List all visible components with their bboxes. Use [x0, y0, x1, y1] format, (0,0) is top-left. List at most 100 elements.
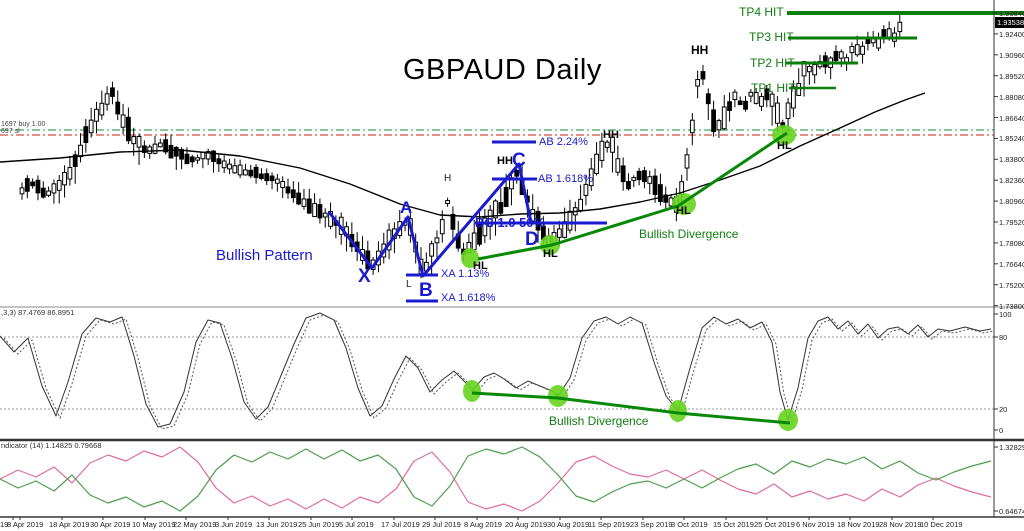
candle-body [88, 119, 94, 134]
candle-body [445, 200, 451, 205]
xabcd-zigzag [327, 162, 533, 278]
candle-body [822, 55, 828, 68]
candle-body [695, 79, 701, 87]
candle-body [51, 183, 57, 194]
date-axis-label: 29 Jul 2019 [422, 520, 461, 529]
candle-body [450, 213, 456, 230]
candle-body [588, 168, 594, 187]
candle-body [232, 165, 238, 174]
hh-label-1: HH [497, 155, 513, 167]
main-trendline [477, 131, 788, 261]
axis-label: 80 [999, 333, 1008, 342]
candle-body [838, 51, 844, 59]
candle-body [764, 88, 770, 101]
candle-body [152, 143, 158, 154]
candle-body [72, 154, 78, 167]
candle-body [498, 201, 504, 214]
indicator2-lines [0, 446, 992, 512]
candle-body [56, 180, 62, 191]
candle-body [753, 92, 759, 104]
date-axis-label: 15 Oct 2019 [713, 520, 754, 529]
candle-body [195, 157, 200, 161]
l-label: L [406, 279, 412, 290]
candle-body [604, 141, 610, 148]
date-axis-label: 13 Jun 2019 [256, 520, 298, 529]
price-axis-label: 1.80960 [999, 197, 1024, 207]
stochastic-level-lines [0, 336, 994, 410]
candle-body [62, 171, 67, 186]
candle-body [429, 243, 435, 257]
candle-body [94, 108, 99, 122]
candle-body [173, 146, 179, 157]
order-buy-label: 1697 buy 1.00 [1, 121, 46, 128]
candle-body [83, 126, 89, 144]
stoch-divergence-line [471, 391, 791, 425]
candle-body [721, 106, 727, 130]
date-axis-label: 18 Apr 2019 [49, 520, 90, 529]
price-axis-label: 1.75200 [999, 280, 1024, 290]
price-axis-label: 1.76640 [999, 259, 1024, 269]
stoch-signal-line [3, 314, 994, 430]
candle-body [99, 102, 105, 116]
candle-body [652, 175, 658, 195]
candle-body [854, 44, 860, 56]
date-axis-label: 17 Jul 2019 [381, 520, 420, 529]
candle-body [120, 114, 126, 128]
stochastic-lines [0, 312, 994, 430]
candle-body [567, 210, 573, 231]
tp3-hit-label: TP3 HIT [749, 30, 794, 44]
candle-body [216, 158, 222, 165]
date-axis-label: 19 [0, 520, 9, 529]
bullish-divergence-stoch-label: Bullish Divergence [549, 414, 649, 428]
fib-xa-1618-label: XA 1.618% [441, 292, 496, 304]
candle-body [711, 109, 717, 133]
stochastic-pane-label: ,3,3) 87.4769 86.8951 [1, 308, 75, 317]
hl-label-3: HL [676, 205, 691, 217]
candle-body [110, 87, 115, 97]
indicator-green-line [0, 446, 992, 512]
fib-ab-224-label: AB 2.24% [539, 136, 588, 148]
candle-body [876, 38, 881, 49]
candle-body [860, 45, 865, 55]
price-axis-label: 1.86640 [999, 113, 1024, 123]
fib-level-segments [406, 140, 537, 303]
ma-line [0, 92, 926, 218]
fib-xa-113-label: XA 1.13% [441, 268, 490, 280]
tp4-hit-label: TP4 HIT [739, 5, 784, 19]
candle-body [599, 140, 605, 161]
candle-body [636, 170, 642, 181]
axis-label: 0.64674 [999, 507, 1024, 516]
candle-body [705, 93, 711, 105]
price-axis-label: 1.88080 [999, 92, 1024, 102]
candle-body [626, 181, 631, 190]
candle-body [642, 170, 647, 183]
chart-title: GBPAUD Daily [403, 54, 602, 86]
candle-body [189, 156, 195, 163]
candle-body [227, 163, 232, 170]
date-axis-label: 23 Sep 2019 [630, 520, 673, 529]
indicator-pink-line [0, 446, 992, 512]
candle-body [157, 142, 163, 148]
candle-body [785, 102, 791, 120]
moving-average-line [0, 92, 926, 218]
candle-body [578, 198, 584, 212]
candle-body [312, 203, 318, 218]
candle-body [221, 160, 227, 169]
candle-body [141, 145, 147, 153]
divergence-circle [463, 380, 481, 402]
date-axis-label: 30 Aug 2019 [547, 520, 590, 529]
candle-body [40, 187, 46, 198]
candle-body [78, 144, 83, 158]
candle-body [689, 119, 695, 134]
axis-label: 1.32829 [999, 443, 1024, 452]
candle-body [743, 100, 748, 110]
candle-body [434, 237, 440, 244]
point-x-label: X [358, 266, 371, 287]
candle-body [439, 219, 445, 235]
price-axis-label: 1.85240 [999, 134, 1024, 144]
date-axis-label: 3 Jun 2019 [215, 520, 253, 529]
candle-body [647, 176, 653, 184]
date-axis-label: 30 Apr 2019 [90, 520, 131, 529]
axis-label: 20 [999, 405, 1008, 414]
date-axis-label: 10 Dec 2019 [920, 520, 963, 529]
